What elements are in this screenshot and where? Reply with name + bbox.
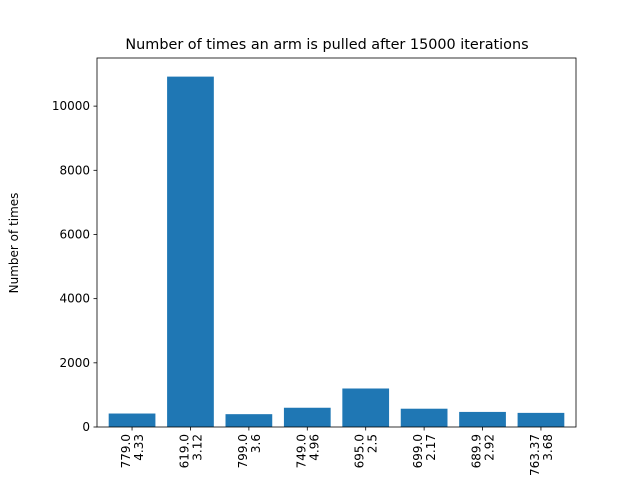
x-tick-label: 619.0 3.12 — [177, 434, 204, 468]
bar — [459, 411, 506, 427]
plot-frame — [96, 57, 577, 428]
x-tick-label-line2: 2.17 — [424, 434, 438, 461]
x-tick-label-line1: 799.0 — [236, 434, 250, 468]
x-tick-label-line1: 695.0 — [353, 434, 367, 468]
x-tick-label-line1: 699.0 — [411, 434, 425, 468]
bar — [517, 412, 565, 427]
bar — [225, 414, 273, 427]
x-tick-label: 699.0 2.17 — [411, 434, 438, 468]
y-tick-label: 2000 — [59, 356, 90, 370]
x-tick-label: 695.0 2.5 — [353, 434, 380, 468]
bar — [283, 407, 331, 427]
x-tick-label-line2: 3.12 — [190, 434, 204, 461]
x-tick-label-line1: 763.37 — [528, 434, 542, 476]
y-tick-label: 4000 — [59, 292, 90, 306]
bars — [108, 76, 565, 427]
x-tick-label-line2: 3.68 — [541, 434, 555, 461]
y-tick-label: 10000 — [52, 99, 90, 113]
chart-title: Number of times an arm is pulled after 1… — [125, 37, 528, 53]
x-tick-label: 763.37 3.68 — [528, 434, 555, 476]
bar — [167, 76, 214, 427]
x-tick-label-line1: 689.9 — [470, 434, 484, 468]
y-tick-label: 0 — [82, 420, 90, 434]
x-tick-label-line2: 2.92 — [483, 434, 497, 461]
x-tick-label-line1: 619.0 — [177, 434, 191, 468]
x-axis: 779.0 4.33 619.0 3.12 799.0 3.6 749.0 4.96 695.0… — [119, 427, 555, 476]
x-tick-label-line2: 3.6 — [249, 434, 263, 453]
bar — [400, 408, 448, 427]
x-tick-label: 749.0 4.96 — [294, 434, 321, 468]
bar — [342, 388, 390, 427]
x-tick-label-line1: 749.0 — [294, 434, 308, 468]
x-tick-label-line1: 779.0 — [119, 434, 133, 468]
y-tick-label: 6000 — [59, 227, 90, 241]
y-tick-label: 8000 — [59, 163, 90, 177]
y-axis-label: Number of times — [7, 193, 21, 294]
y-axis: 0 2000 4000 6000 8000 10000 — [52, 99, 97, 434]
x-tick-label-line2: 4.33 — [132, 434, 146, 461]
x-tick-label-line2: 2.5 — [366, 434, 380, 453]
x-tick-label-line2: 4.96 — [307, 434, 321, 461]
x-tick-label: 689.9 2.92 — [470, 434, 497, 468]
x-tick-label: 799.0 3.6 — [236, 434, 263, 468]
x-tick-label: 779.0 4.33 — [119, 434, 146, 468]
bar — [108, 413, 156, 427]
